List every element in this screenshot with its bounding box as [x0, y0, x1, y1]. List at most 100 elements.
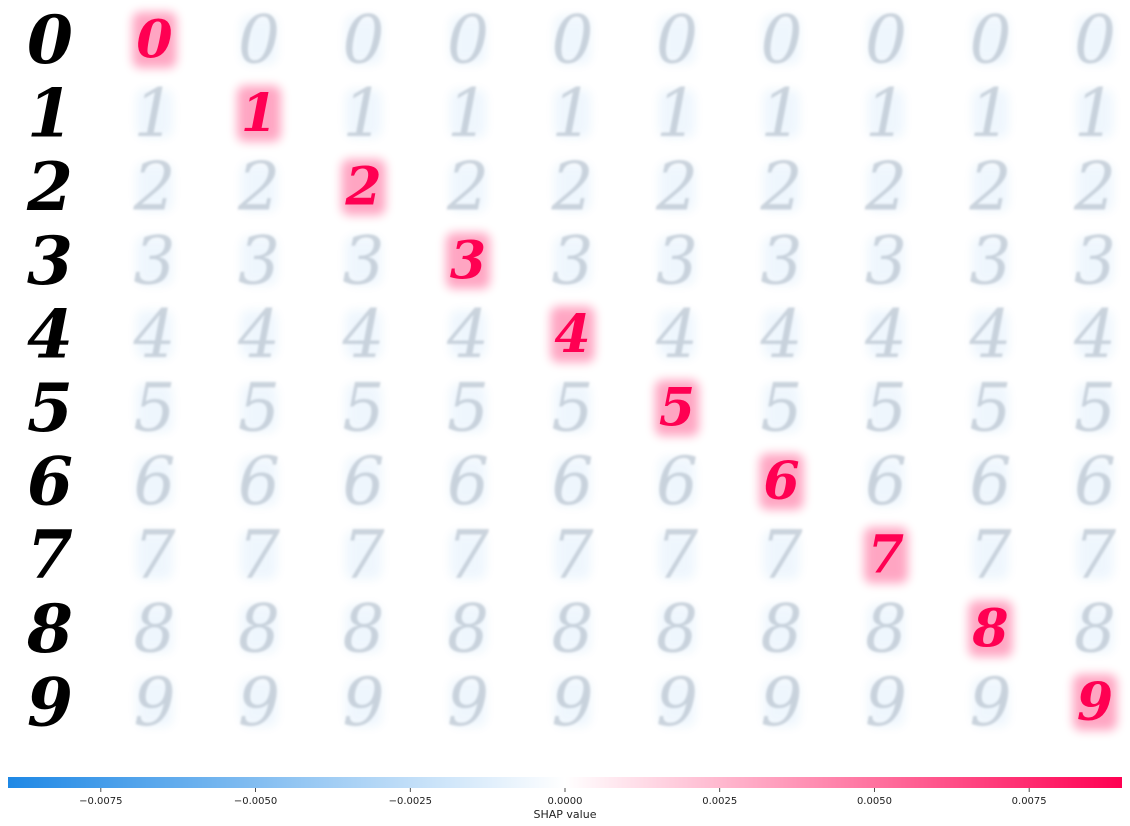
shap-cell: 7	[1074, 517, 1116, 594]
shap-cell: 1	[761, 75, 803, 152]
faded-digit: 0	[447, 2, 489, 79]
shap-cell: 0	[447, 2, 489, 79]
faded-digit: 5	[865, 370, 907, 447]
positive-shap-digit: 3	[450, 230, 486, 291]
negative-shap-halo	[1077, 16, 1113, 64]
shap-cell: 1	[552, 75, 594, 152]
faded-digit: 2	[237, 149, 280, 226]
faded-digit: 7	[970, 517, 1012, 594]
faded-digit: 3	[1074, 222, 1116, 299]
shap-cell: 5	[865, 370, 907, 447]
faded-digit: 1	[343, 75, 385, 152]
faded-digit: 9	[761, 664, 803, 741]
shap-cell: 6	[134, 443, 176, 520]
faded-digit: 4	[1073, 296, 1116, 373]
positive-shap-halo	[1073, 674, 1117, 731]
faded-digit: 4	[760, 296, 803, 373]
colorbar-label: SHAP value	[534, 808, 597, 821]
faded-digit: 9	[134, 664, 176, 741]
shap-cell: 5	[447, 370, 489, 447]
negative-shap-halo	[241, 678, 277, 727]
shap-cell: 3	[970, 222, 1012, 299]
shap-cell: 6	[238, 443, 280, 520]
shap-cell: 8	[865, 590, 907, 667]
shap-cell: 0	[761, 2, 803, 79]
shap-cell: 2	[1073, 149, 1116, 226]
shap-cell: 1	[970, 75, 1012, 152]
shap-cell: 5	[134, 370, 176, 447]
negative-shap-halo	[136, 604, 173, 653]
negative-shap-halo	[450, 310, 486, 359]
input-digit: 5	[27, 369, 73, 447]
negative-shap-halo	[136, 678, 173, 727]
shap-cell: 7	[656, 517, 698, 594]
shap-cell: 5	[552, 370, 594, 447]
faded-digit: 7	[761, 517, 803, 594]
negative-shap-halo	[136, 457, 173, 506]
faded-digit: 9	[238, 664, 280, 741]
faded-digit: 2	[1073, 149, 1116, 226]
faded-digit: 0	[656, 2, 698, 79]
negative-shap-halo	[868, 16, 904, 64]
faded-digit: 6	[656, 443, 698, 520]
positive-shap-digit: 1	[241, 83, 277, 144]
shap-cell: 6	[970, 443, 1012, 520]
faded-digit: 8	[238, 590, 280, 667]
negative-shap-halo	[241, 310, 277, 359]
shap-cell: 3	[343, 222, 385, 299]
faded-digit: 3	[238, 222, 280, 299]
shap-cell: 6	[656, 443, 698, 520]
colorbar-gradient	[8, 777, 1122, 788]
faded-digit: 5	[343, 370, 385, 447]
shap-cell: 2	[864, 149, 907, 226]
negative-shap-halo	[972, 89, 1009, 138]
positive-shap-halo	[968, 600, 1013, 657]
shap-cell: 6	[865, 443, 907, 520]
positive-shap-halo	[237, 85, 281, 142]
shap-cell: 2	[341, 157, 386, 218]
negative-shap-halo	[868, 310, 904, 359]
faded-digit: 5	[447, 370, 489, 447]
positive-shap-digit: 7	[868, 525, 904, 586]
shap-cell: 7	[761, 517, 803, 594]
shap-cell: 4	[1073, 296, 1116, 373]
faded-digit: 2	[760, 149, 803, 226]
shap-cell: 9	[447, 664, 489, 741]
faded-digit: 9	[447, 664, 489, 741]
faded-digit: 9	[970, 664, 1012, 741]
positive-shap-digit: 4	[554, 304, 590, 365]
input-digit: 8	[26, 590, 73, 668]
positive-shap-digit: 8	[971, 598, 1008, 659]
positive-shap-digit: 0	[136, 10, 172, 71]
shap-cell: 0	[656, 2, 698, 79]
negative-shap-halo	[972, 457, 1009, 506]
negative-shap-halo	[241, 163, 277, 212]
shap-cell: 1	[656, 75, 698, 152]
faded-digit: 5	[761, 370, 803, 447]
faded-digit: 5	[238, 370, 280, 447]
faded-digit: 6	[970, 443, 1012, 520]
shap-cell: 8	[343, 590, 385, 667]
positive-shap-halo	[759, 453, 804, 510]
negative-shap-halo	[763, 89, 800, 138]
negative-shap-halo	[345, 457, 382, 506]
negative-shap-halo	[659, 604, 695, 653]
faded-digit: 7	[238, 517, 280, 594]
negative-shap-halo	[554, 604, 591, 653]
shap-cell: 5	[1074, 370, 1116, 447]
negative-shap-halo	[554, 16, 591, 64]
faded-digit: 3	[552, 222, 594, 299]
shap-cell: 4	[969, 296, 1012, 373]
shap-cell: 1	[865, 75, 907, 152]
shap-cell: 0	[970, 2, 1012, 79]
negative-shap-halo	[241, 236, 277, 285]
negative-shap-halo	[763, 604, 800, 653]
negative-shap-halo	[868, 236, 904, 285]
